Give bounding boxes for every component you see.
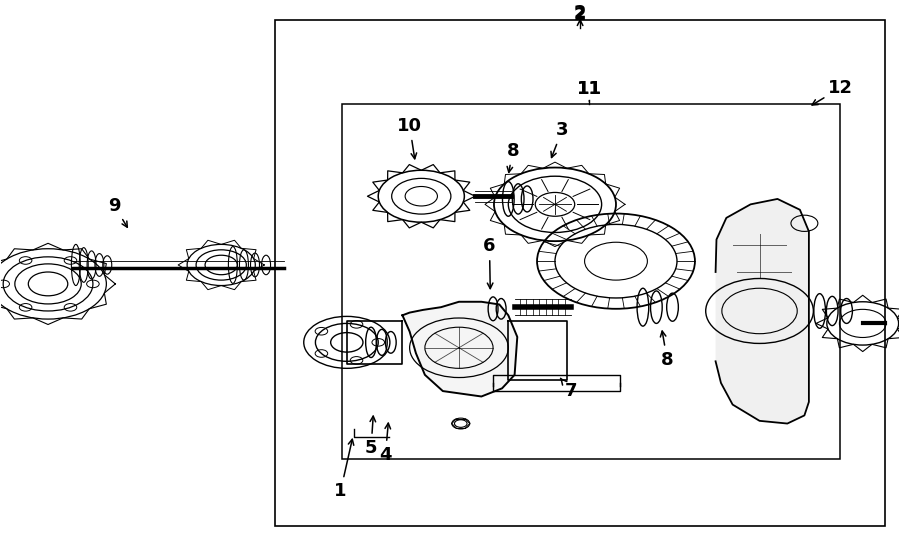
Text: 11: 11: [577, 80, 601, 98]
Text: 2: 2: [574, 6, 586, 24]
Polygon shape: [402, 302, 518, 397]
Text: 8: 8: [661, 351, 673, 369]
Text: 1: 1: [334, 482, 346, 500]
Text: 6: 6: [483, 237, 496, 255]
Text: 4: 4: [379, 446, 392, 464]
Polygon shape: [716, 199, 809, 424]
Text: 7: 7: [565, 382, 578, 400]
Bar: [342, 104, 841, 459]
Bar: [275, 20, 886, 527]
Text: 2: 2: [574, 4, 586, 22]
Text: 12: 12: [828, 79, 853, 97]
Text: 10: 10: [397, 117, 422, 135]
Text: 5: 5: [364, 439, 377, 457]
Text: 8: 8: [507, 142, 519, 160]
Text: 9: 9: [108, 197, 121, 215]
Text: 11: 11: [577, 80, 601, 98]
Text: 3: 3: [556, 121, 569, 139]
